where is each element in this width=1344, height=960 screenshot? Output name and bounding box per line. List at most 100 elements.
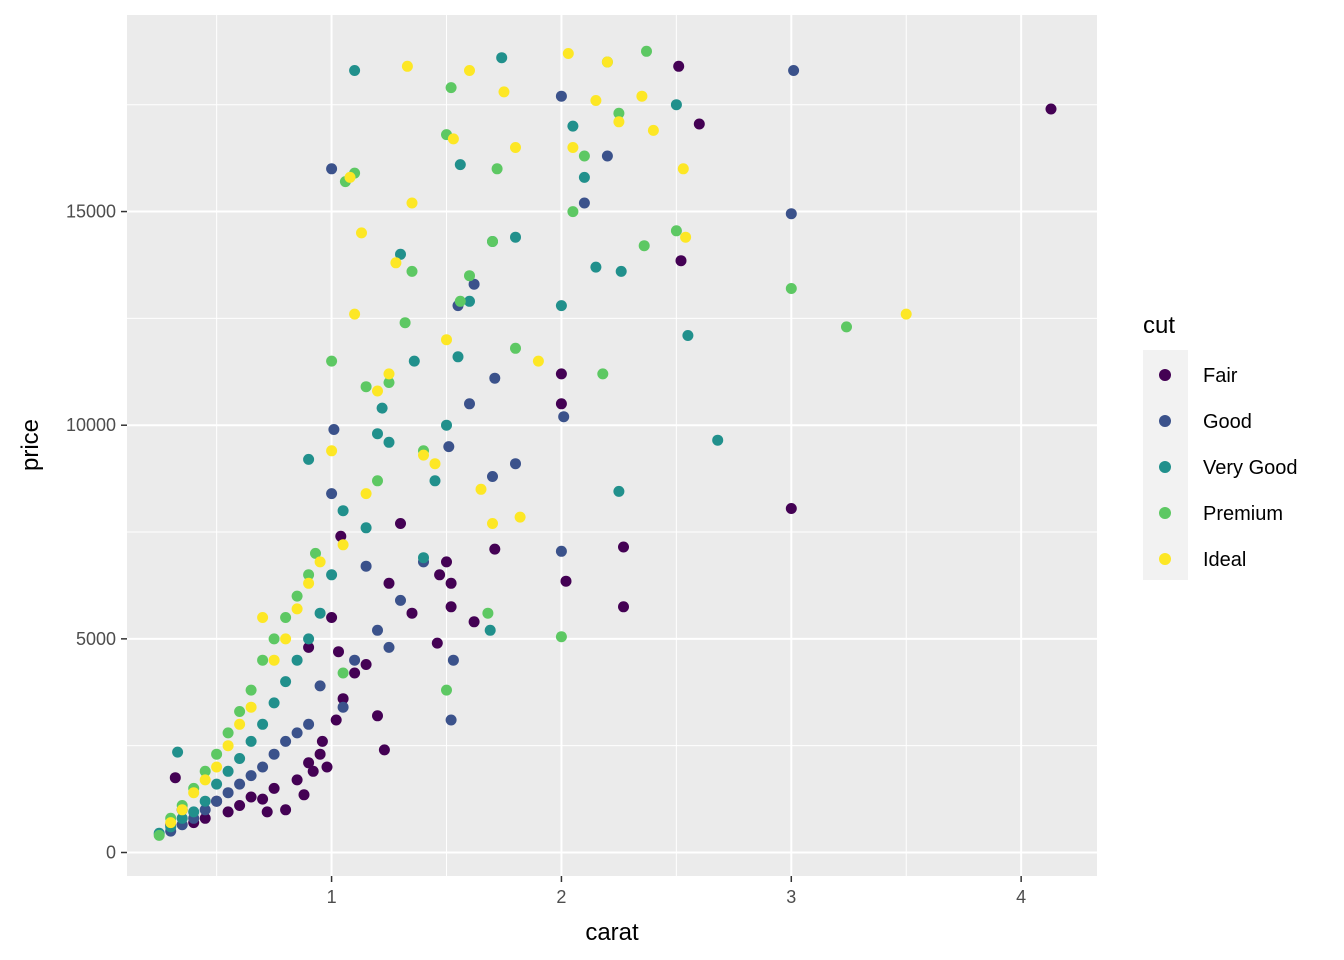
data-point [441,334,452,346]
data-point [788,65,800,76]
data-point [383,436,395,448]
data-point [337,667,349,679]
data-point [555,398,567,410]
data-point [464,65,475,76]
data-point [310,547,321,559]
data-point [567,120,579,132]
legend-title: cut [1143,312,1175,339]
data-point [314,680,326,692]
data-point [153,829,165,841]
data-point [321,761,333,773]
data-point [401,60,413,72]
data-point [328,424,340,435]
data-point [372,475,383,487]
data-point [333,646,344,658]
data-point [712,434,724,446]
data-point [841,321,852,333]
data-point [489,543,501,555]
data-point [234,800,246,811]
data-point [468,278,480,290]
data-point [560,575,572,587]
data-point [675,255,687,267]
data-point [562,48,574,59]
data-point [399,317,411,329]
data-point [785,208,797,220]
legend-label: Ideal [1203,549,1246,571]
data-point [222,806,234,818]
data-point [613,485,625,497]
data-point [326,445,338,457]
data-point [268,654,280,666]
data-point [326,488,338,500]
data-point [514,511,526,523]
data-point [314,607,326,619]
data-point [618,601,629,613]
data-point [211,748,223,760]
data-point [356,227,367,239]
data-point [298,789,310,801]
data-point [337,539,349,551]
legend-label: Fair [1203,365,1238,387]
data-point [555,300,567,312]
data-point [222,787,234,799]
y-tick-label: 0 [106,842,116,862]
data-point [487,471,498,482]
data-point [567,206,579,218]
data-point [590,95,602,106]
data-point [199,795,211,807]
data-point [597,368,609,380]
data-point [234,706,246,717]
data-point [406,265,418,277]
data-point [431,637,443,649]
data-point [673,60,685,72]
data-point [447,133,459,145]
y-axis: 0 5000 10000 15000 [66,202,127,862]
data-point [418,449,429,461]
data-point [337,505,349,517]
data-points [153,45,1057,841]
legend-label: Good [1203,411,1252,433]
data-point [199,804,211,816]
x-tick-label: 1 [327,887,337,907]
data-point [670,99,682,111]
data-point [211,795,223,807]
data-point [590,261,602,273]
data-point [383,368,395,380]
data-point [578,171,590,183]
x-axis: 1 2 3 4 [327,876,1026,907]
data-point [316,735,328,747]
data-point [578,197,590,209]
data-point [268,748,280,760]
data-point [441,684,452,696]
data-point [291,727,303,739]
data-point [291,590,303,602]
legend-key [1159,369,1171,381]
legend-key [1159,553,1171,565]
data-point [491,163,503,175]
data-point [510,342,521,354]
data-point [176,812,188,824]
data-point [245,735,257,747]
data-point [406,197,418,209]
data-point [613,107,625,119]
data-point [257,793,269,805]
data-point [641,45,652,57]
y-tick-label: 5000 [76,629,116,649]
data-point [337,693,349,705]
data-point [303,633,315,645]
data-point [337,701,349,713]
data-point [280,804,292,816]
data-point [445,82,457,94]
data-point [376,402,388,414]
y-axis-title: price [17,419,44,471]
data-point [211,778,223,790]
data-point [326,355,338,367]
data-point [682,330,694,341]
data-point [567,142,579,153]
data-point [261,806,273,818]
data-point [330,714,342,726]
data-point [434,569,446,581]
data-point [245,770,257,782]
data-point [406,607,418,619]
